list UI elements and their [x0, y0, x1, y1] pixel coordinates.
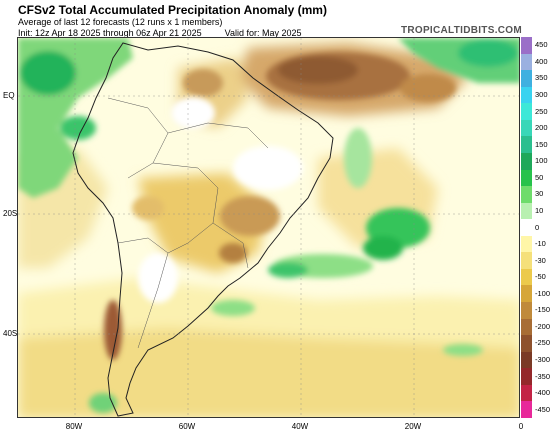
- colorbar-label: -100: [535, 288, 550, 298]
- site-watermark: TROPICALTIDBITS.COM: [400, 25, 522, 36]
- lon-label-0: 0: [518, 422, 524, 431]
- colorbar-label: -150: [535, 305, 550, 315]
- colorbar-segment: [521, 318, 532, 336]
- colorbar-label: -30: [535, 255, 546, 265]
- colorbar-segment: [521, 219, 532, 237]
- colorbar-label: 50: [535, 172, 544, 182]
- colorbar-segment: [521, 252, 532, 270]
- lat-label-20s: 20S: [3, 209, 18, 218]
- map-title: CFSv2 Total Accumulated Precipitation An…: [18, 3, 327, 17]
- colorbar-segment: [521, 103, 532, 121]
- wet-anomaly-patches: [18, 38, 519, 413]
- colorbar-segment: [521, 335, 532, 353]
- colorbar-segment: [521, 302, 532, 320]
- colorbar-label: -350: [535, 371, 550, 381]
- colorbar-label: 150: [535, 139, 548, 149]
- map-subtitle: Average of last 12 forecasts (12 runs x …: [18, 17, 223, 27]
- colorbar-label: -450: [535, 404, 550, 414]
- colorbar-label: -10: [535, 239, 546, 249]
- colorbar-label: 100: [535, 156, 548, 166]
- colorbar-label: -250: [535, 338, 550, 348]
- south-america-coastline: [72, 42, 334, 417]
- colorbar-segment: [521, 136, 532, 154]
- colorbar-label: 10: [535, 205, 544, 215]
- neutral-areas: [138, 97, 303, 303]
- colorbar-segment: [521, 119, 532, 137]
- colorbar-label: 30: [535, 189, 544, 199]
- lat-label-eq: EQ: [3, 91, 15, 100]
- colorbar-segment: [521, 384, 532, 402]
- lon-label-20w: 20W: [404, 422, 422, 431]
- colorbar-label: 450: [535, 40, 548, 50]
- colorbar-label: 0: [535, 222, 540, 232]
- colorbar-label: -50: [535, 272, 546, 282]
- colorbar-label: -400: [535, 388, 550, 398]
- valid-text: Valid for: May 2025: [224, 28, 302, 38]
- map-canvas: [18, 38, 519, 417]
- colorbar-segment: [521, 169, 532, 187]
- colorbar-label: -300: [535, 355, 550, 365]
- colorbar-segment: [521, 268, 532, 286]
- colorbar-segment: [521, 70, 532, 88]
- colorbar-label: 300: [535, 89, 548, 99]
- init-text: Init: 12z Apr 18 2025 through 06z Apr 21…: [18, 28, 202, 38]
- colorbar-segment: [521, 285, 532, 303]
- colorbar-segment: [521, 235, 532, 253]
- colorbar-segment: [521, 186, 532, 204]
- colorbar-segment: [521, 37, 532, 55]
- colorbar-label: 350: [535, 73, 548, 83]
- colorbar: [521, 37, 532, 419]
- colorbar-segment: [521, 86, 532, 104]
- lon-label-60w: 60W: [178, 422, 196, 431]
- lon-label-80w: 80W: [65, 422, 83, 431]
- lon-label-40w: 40W: [291, 422, 309, 431]
- colorbar-segment: [521, 351, 532, 369]
- colorbar-segment: [521, 401, 532, 419]
- colorbar-segment: [521, 202, 532, 220]
- dry-anomaly-cores: [104, 52, 456, 360]
- colorbar-label: 250: [535, 106, 548, 116]
- colorbar-label: -200: [535, 321, 550, 331]
- lat-label-40s: 40S: [3, 329, 18, 338]
- colorbar-label: 400: [535, 56, 548, 66]
- colorbar-segment: [521, 368, 532, 386]
- colorbar-segment: [521, 152, 532, 171]
- init-valid-line: Init: 12z Apr 18 2025 through 06z Apr 21…: [18, 28, 302, 38]
- colorbar-segment: [521, 53, 532, 71]
- graticule: [18, 38, 519, 417]
- colorbar-label: 200: [535, 123, 548, 133]
- precip-anomaly-map: [17, 37, 520, 418]
